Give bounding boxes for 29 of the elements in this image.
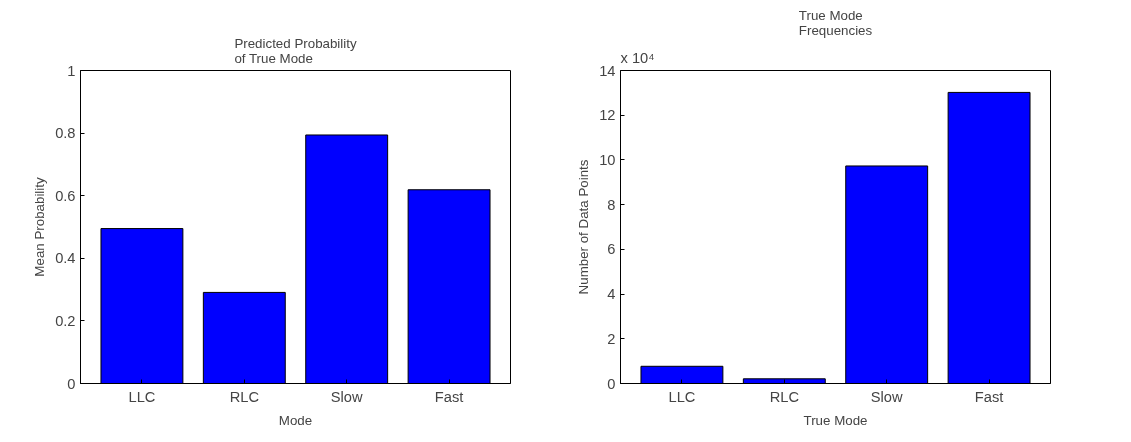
y-axis-title: Mean Probability xyxy=(32,177,48,277)
y-tick-label: 14 xyxy=(599,62,616,79)
chart-title: True Mode Frequencies xyxy=(798,7,873,38)
y-tick-label: 0.4 xyxy=(55,250,76,267)
x-tick-label: Slow xyxy=(330,388,363,405)
y-tick-label: 8 xyxy=(607,196,616,213)
x-tick-label: RLC xyxy=(229,388,260,405)
y-axis-title: Number of Data Points xyxy=(576,159,592,295)
x-tick-label: RLC xyxy=(769,388,800,405)
y-tick-label: 0.2 xyxy=(55,312,76,329)
text: x 10⁴ xyxy=(620,49,655,66)
y-tick-label: 0 xyxy=(67,375,76,392)
y-tick-label: 6 xyxy=(607,241,616,258)
y-tick-label: 1 xyxy=(67,62,76,79)
y-tick-label: 12 xyxy=(599,107,616,124)
x-tick-label: Fast xyxy=(434,388,464,405)
y-tick-label: 0 xyxy=(607,375,616,392)
x-axis-title: True Mode xyxy=(803,412,868,428)
x-tick-label: LLC xyxy=(668,388,696,405)
x-tick-label: Slow xyxy=(870,388,903,405)
x-tick-label: Fast xyxy=(974,388,1004,405)
y-tick-label: 2 xyxy=(607,330,616,347)
x-axis-title: Mode xyxy=(278,412,313,428)
y-tick-label: 0.8 xyxy=(55,125,76,142)
x-tick-label: LLC xyxy=(128,388,156,405)
chart-title: Predicted Probability of True Mode xyxy=(234,35,357,66)
y-tick-label: 4 xyxy=(607,286,616,303)
y-tick-label: 0.6 xyxy=(55,187,76,204)
y-tick-label: 10 xyxy=(599,151,616,168)
